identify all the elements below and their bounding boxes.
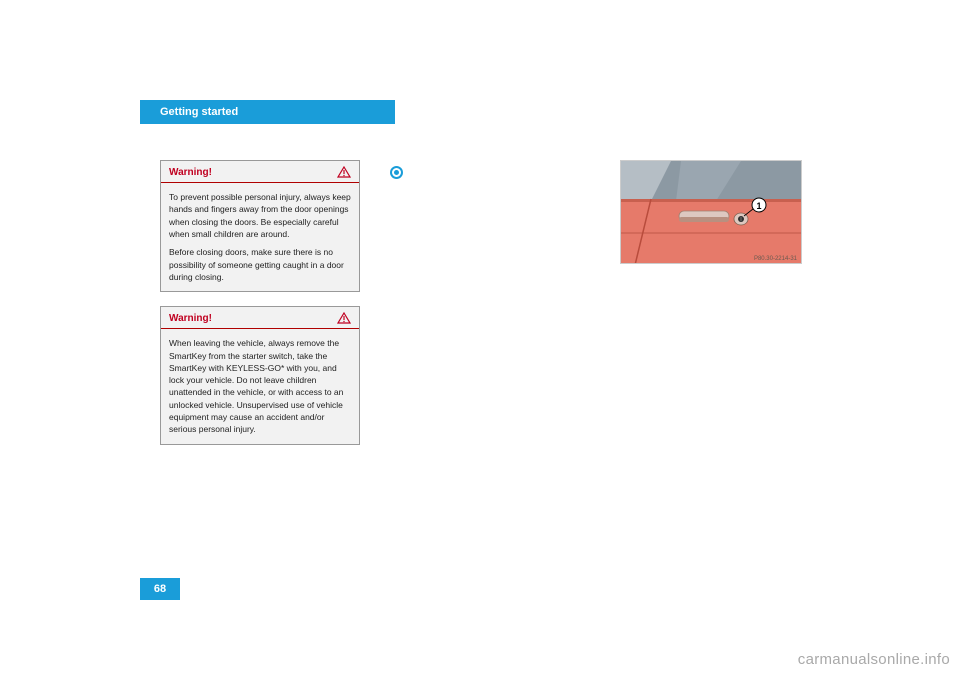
info-icon xyxy=(390,166,403,179)
column-1: Warning! To prevent possible personal in… xyxy=(160,160,360,459)
warning-text: Before closing doors, make sure there is… xyxy=(169,246,351,283)
watermark: carmanualsonline.info xyxy=(798,651,950,668)
callout-number: 1 xyxy=(756,201,761,211)
warning-label: Warning! xyxy=(169,313,212,324)
column-3: 1 P80.30-2214-31 xyxy=(620,160,820,459)
warning-text: When leaving the vehicle, always remove … xyxy=(169,337,351,436)
warning-header: Warning! xyxy=(161,307,359,329)
page-number-box: 68 xyxy=(140,578,180,600)
warning-body: When leaving the vehicle, always remove … xyxy=(161,329,359,444)
warning-text: To prevent possible personal injury, alw… xyxy=(169,191,351,240)
warning-body: To prevent possible personal injury, alw… xyxy=(161,183,359,291)
warning-box-2: Warning! When leaving the vehicle, alway… xyxy=(160,306,360,445)
warning-triangle-icon xyxy=(337,312,351,324)
warning-label: Warning! xyxy=(169,167,212,178)
warning-box-1: Warning! To prevent possible personal in… xyxy=(160,160,360,292)
warning-header: Warning! xyxy=(161,161,359,183)
page-number: 68 xyxy=(154,583,166,595)
door-handle-figure: 1 P80.30-2214-31 xyxy=(620,160,802,264)
section-header: Getting started xyxy=(140,100,395,124)
section-title: Getting started xyxy=(160,106,238,118)
figure-label: P80.30-2214-31 xyxy=(754,256,798,262)
content-columns: Warning! To prevent possible personal in… xyxy=(160,160,820,459)
warning-triangle-icon xyxy=(337,166,351,178)
column-2 xyxy=(390,160,590,459)
manual-page: Getting started Warning! To preven xyxy=(140,70,820,610)
